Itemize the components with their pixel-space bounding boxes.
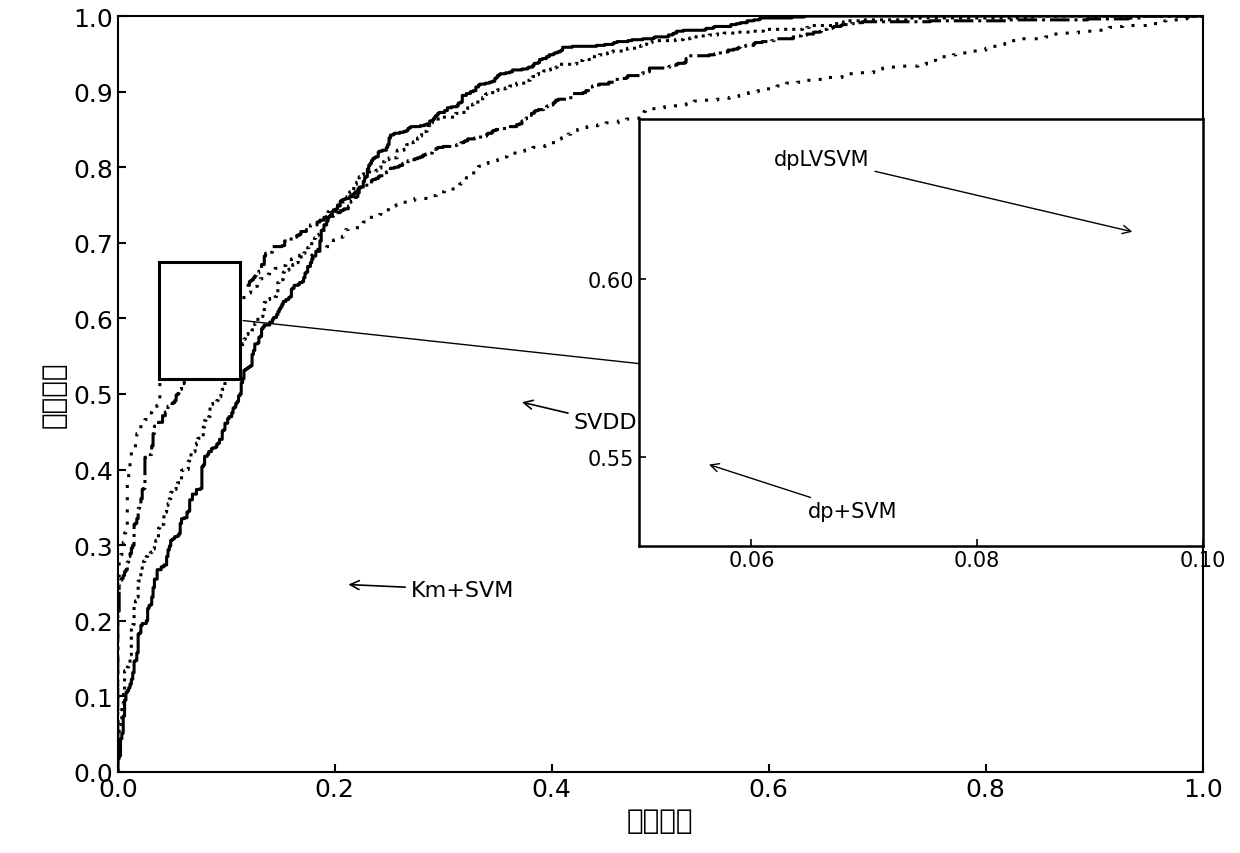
X-axis label: 虚警概率: 虚警概率 <box>627 806 693 834</box>
Text: SVDD: SVDD <box>523 401 637 432</box>
Text: dp+SVM: dp+SVM <box>711 464 898 521</box>
Text: Km+SVM: Km+SVM <box>350 580 515 600</box>
Text: dpLVSVM: dpLVSVM <box>774 149 1131 235</box>
Bar <box>159 263 241 380</box>
Y-axis label: 检测概率: 检测概率 <box>40 362 67 427</box>
